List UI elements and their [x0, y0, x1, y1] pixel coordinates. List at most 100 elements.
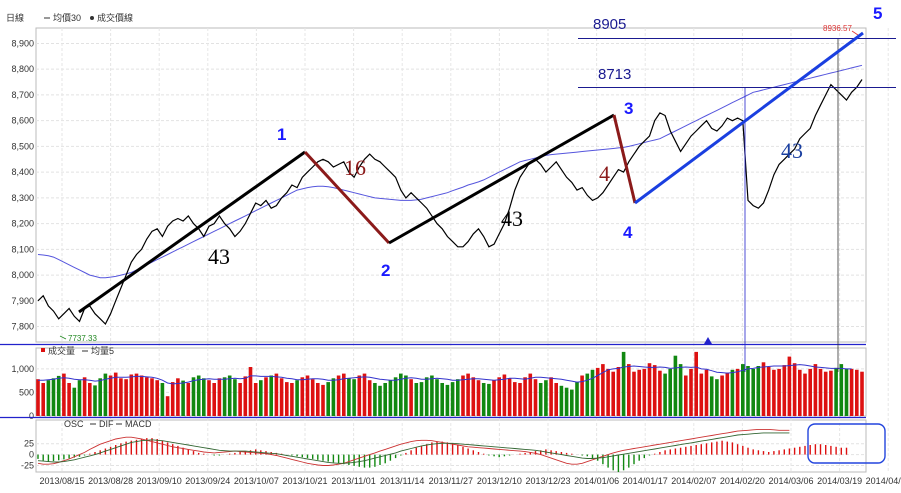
- date-tick-label: 2013/11/01: [331, 476, 375, 486]
- macd-tick-label: -25: [21, 460, 34, 470]
- volume-bar: [466, 373, 470, 416]
- osc-bar: [130, 440, 132, 455]
- osc-bar: [296, 454, 298, 457]
- max-price-pointer: [851, 30, 859, 36]
- osc-bar: [483, 453, 485, 455]
- date-tick-label: 2014/01/06: [574, 476, 619, 486]
- osc-bar: [203, 453, 205, 455]
- osc-bar: [804, 445, 806, 455]
- volume-bar: [170, 382, 175, 416]
- wave-1-line: [78, 150, 306, 314]
- volume-bar: [139, 375, 144, 416]
- macd-legend: OSC DIF MACD: [64, 419, 152, 429]
- osc-bar: [47, 454, 50, 462]
- osc-bar: [213, 454, 215, 456]
- volume-bar: [98, 378, 102, 416]
- volume-bar: [803, 373, 807, 416]
- volume-axis-ticks: 0 500 1,000: [11, 364, 34, 421]
- volume-bar: [538, 383, 543, 416]
- wave-number-5: 5: [873, 4, 882, 23]
- wave-4-line: [612, 114, 637, 204]
- volume-bar: [689, 368, 693, 416]
- osc-bar: [721, 440, 723, 455]
- price-legend-title: 日線: [6, 12, 24, 23]
- osc-bar: [301, 454, 303, 458]
- osc-bar: [840, 447, 842, 455]
- volume-bar: [673, 355, 678, 416]
- volume-bar: [409, 379, 413, 416]
- dif-line: [37, 428, 790, 466]
- volume-bar: [627, 364, 631, 416]
- volume-bar: [196, 375, 201, 416]
- osc-bar: [695, 445, 697, 455]
- min-price-label: 7737.33: [68, 334, 97, 343]
- volume-bar: [839, 364, 844, 416]
- volume-ma5-line: [38, 364, 852, 385]
- volume-bar: [777, 368, 781, 416]
- volume-bar: [207, 380, 211, 416]
- volume-bar: [108, 375, 113, 416]
- volume-bar: [735, 368, 740, 416]
- volume-bar: [590, 369, 595, 416]
- volume-bar: [575, 382, 579, 416]
- volume-bar: [668, 368, 672, 416]
- date-tick-label: 2013/11/27: [429, 476, 473, 486]
- volume-bar: [829, 370, 833, 416]
- volume-bar: [165, 396, 170, 416]
- osc-bar: [814, 444, 817, 455]
- volume-bar: [430, 375, 434, 416]
- osc-bar: [648, 454, 651, 456]
- osc-bar: [115, 445, 117, 455]
- volume-bar: [264, 377, 268, 416]
- volume-bar: [36, 379, 40, 416]
- volume-bar: [606, 368, 610, 416]
- osc-bar: [358, 454, 360, 467]
- volume-bar: [632, 371, 636, 416]
- volume-bar: [601, 364, 605, 416]
- osc-bar: [685, 446, 687, 455]
- volume-bar: [715, 379, 719, 416]
- osc-bar: [400, 454, 402, 456]
- volume-bar: [248, 367, 253, 416]
- volume-bar: [471, 377, 476, 416]
- volume-bar: [103, 373, 108, 416]
- osc-bar: [747, 447, 749, 455]
- osc-bar: [830, 445, 832, 455]
- volume-bar: [445, 384, 450, 416]
- volume-bar: [699, 373, 704, 416]
- volume-bar: [119, 378, 123, 416]
- osc-bar: [332, 454, 335, 463]
- osc-bar: [410, 450, 412, 455]
- volume-bar: [761, 362, 766, 416]
- osc-bar: [638, 454, 640, 461]
- volume-bar: [450, 382, 455, 416]
- price-tick-label: 7,800: [11, 322, 34, 332]
- duration-wave-1: 43: [208, 244, 230, 269]
- volume-bar: [481, 383, 486, 416]
- osc-bar: [555, 451, 557, 455]
- volume-bar: [559, 385, 564, 416]
- wave-3-line: [388, 113, 615, 245]
- volume-bar: [849, 368, 854, 416]
- osc-bar: [389, 454, 392, 461]
- osc-bar: [37, 454, 39, 459]
- volume-bar: [860, 371, 864, 416]
- osc-bar: [291, 454, 293, 456]
- volume-bar: [279, 378, 284, 416]
- date-tick-label: 2014/01/17: [623, 476, 668, 486]
- osc-bar: [192, 451, 195, 455]
- volume-tick-label: 500: [19, 387, 34, 397]
- osc-bar: [73, 454, 75, 458]
- osc-bar: [716, 441, 718, 455]
- osc-bar: [679, 447, 682, 455]
- volume-legend-ma-label: 均量5: [91, 345, 114, 356]
- price-tick-label: 8,900: [11, 38, 34, 48]
- osc-bar: [89, 453, 91, 455]
- date-tick-label: 2013/12/10: [477, 476, 522, 486]
- volume-bar: [212, 383, 216, 416]
- osc-bar: [659, 452, 661, 455]
- osc-bar: [322, 454, 324, 461]
- volume-bar: [435, 379, 439, 416]
- date-tick-label: 2014/02/07: [671, 476, 716, 486]
- osc-bars: [37, 438, 848, 472]
